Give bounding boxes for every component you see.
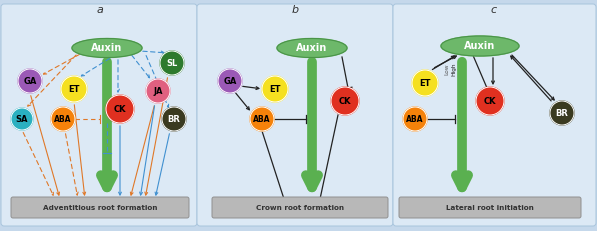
FancyBboxPatch shape [197,4,393,226]
Text: Auxin: Auxin [296,43,328,53]
Ellipse shape [277,39,347,58]
Text: ABA: ABA [406,115,424,124]
Circle shape [51,107,75,131]
Circle shape [262,76,288,102]
Text: ET: ET [419,79,431,88]
Text: BR: BR [168,115,180,124]
Text: CK: CK [338,97,351,106]
Text: CK: CK [114,104,126,113]
Circle shape [550,101,574,125]
Circle shape [162,107,186,131]
Circle shape [476,87,504,115]
FancyBboxPatch shape [212,197,388,218]
Text: Low: Low [445,63,450,75]
Circle shape [18,69,42,93]
Circle shape [250,107,274,131]
Circle shape [403,107,427,131]
Text: Adventitious root formation: Adventitious root formation [43,204,157,210]
Text: ET: ET [68,85,80,94]
Text: High: High [451,62,457,76]
Ellipse shape [72,39,142,58]
Text: ET: ET [269,85,281,94]
Circle shape [412,70,438,96]
Circle shape [11,108,33,130]
FancyBboxPatch shape [399,197,581,218]
Text: ABA: ABA [54,115,72,124]
Text: Lateral root initiation: Lateral root initiation [446,204,534,210]
Text: GA: GA [23,76,36,85]
Text: a: a [97,5,103,15]
Text: b: b [291,5,298,15]
Text: GA: GA [223,76,236,85]
Text: c: c [491,5,497,15]
Text: SA: SA [16,115,28,124]
Circle shape [61,76,87,102]
FancyBboxPatch shape [393,4,596,226]
Text: JA: JA [153,86,163,95]
FancyBboxPatch shape [1,4,197,226]
FancyBboxPatch shape [11,197,189,218]
Text: Auxin: Auxin [91,43,122,53]
Text: CK: CK [484,97,496,106]
Text: Auxin: Auxin [464,41,496,51]
Circle shape [106,95,134,123]
Text: SL: SL [167,58,178,67]
Circle shape [160,51,184,75]
Text: BR: BR [556,109,568,118]
Circle shape [218,69,242,93]
Text: Crown root formation: Crown root formation [256,204,344,210]
Text: ABA: ABA [253,115,271,124]
Circle shape [146,79,170,103]
Circle shape [331,87,359,115]
Ellipse shape [441,36,519,56]
